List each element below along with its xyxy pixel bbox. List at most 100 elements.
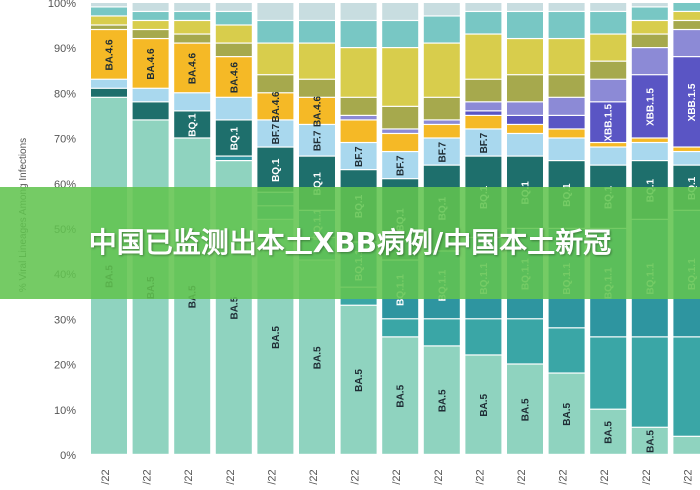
x-tick-label: /22: [225, 469, 237, 484]
bar-segment: [465, 34, 502, 79]
bar-segment: [548, 75, 585, 97]
bar-segment: [340, 120, 377, 142]
bar-segment: [257, 93, 294, 120]
segment-label: BA.5: [604, 421, 615, 444]
segment-label: BA.4.6: [229, 62, 240, 94]
bar-segment: [548, 3, 585, 11]
bar-segment: [382, 152, 419, 179]
bar-segment: [257, 21, 294, 43]
bar-segment: [299, 43, 335, 79]
bar-segment: [673, 30, 700, 57]
segment-label: BA.4.6: [313, 95, 324, 127]
segment-label: BA.4.6: [271, 91, 282, 123]
bar-segment: [631, 138, 668, 142]
bar-segment: [590, 409, 627, 454]
segment-label: BA.5: [437, 389, 448, 412]
segment-label: BA.5: [271, 326, 282, 349]
x-tick-label: /22: [558, 469, 570, 484]
bar-segment: [590, 143, 627, 147]
segment-label: BF.7: [437, 141, 448, 162]
bar-segment: [91, 25, 127, 29]
bar-segment: [423, 125, 460, 138]
bar-segment: [590, 147, 627, 165]
bar-segment: [299, 21, 335, 43]
x-tick-label: /22: [142, 469, 154, 484]
bar-segment: [257, 120, 294, 147]
bar-segment: [423, 3, 460, 16]
bar-segment: [91, 16, 127, 25]
bar-segment: [673, 3, 700, 11]
y-tick-label: 100%: [48, 0, 76, 10]
segment-label: BA.5: [645, 430, 656, 453]
x-tick-label: /22: [100, 469, 112, 484]
bar-segment: [465, 355, 502, 454]
bar-segment: [299, 79, 335, 97]
bar-segment: [465, 129, 502, 156]
bar-segment: [215, 57, 252, 97]
segment-label: XBB.1.5: [687, 83, 698, 121]
bar-segment: [507, 39, 543, 75]
bar-segment: [132, 39, 169, 88]
headline-banner: 中国已监测出本土XBB病例/中国本土新冠: [0, 187, 700, 299]
bar-segment: [91, 79, 127, 88]
segment-label: BQ.1: [313, 172, 324, 196]
bar-segment: [673, 12, 700, 20]
bar-segment: [132, 21, 169, 29]
bar-segment: [382, 129, 419, 133]
segment-label: BF.7: [479, 132, 490, 153]
bar-segment: [673, 337, 700, 436]
bar-segment: [631, 3, 668, 7]
segment-label: BF.7: [354, 146, 365, 167]
segment-label: BA.5: [562, 402, 573, 425]
bar-segment: [382, 3, 419, 20]
bar-segment: [132, 102, 169, 120]
x-tick-label: /22: [308, 469, 320, 484]
bar-segment: [673, 21, 700, 29]
bar-segment: [174, 12, 211, 20]
bar-segment: [174, 21, 211, 34]
bar-segment: [257, 3, 294, 20]
bar-segment: [465, 111, 502, 115]
bar-segment: [132, 3, 169, 11]
bar-segment: [631, 75, 668, 138]
bar-segment: [174, 34, 211, 43]
bar-segment: [91, 88, 127, 97]
bar-segment: [507, 75, 543, 102]
bar-segment: [548, 12, 585, 38]
bar-segment: [299, 3, 335, 20]
bar-segment: [423, 138, 460, 165]
bar-segment: [673, 152, 700, 165]
bar-segment: [215, 25, 252, 43]
bar-segment: [548, 129, 585, 138]
headline-text: 中国已监测出本土XBB病例/中国本土新冠: [88, 226, 612, 259]
bar-segment: [631, 337, 668, 427]
segment-label: XBB.1.5: [645, 88, 656, 126]
bar-segment: [299, 125, 335, 156]
x-tick-label: /22: [433, 469, 445, 484]
segment-label: BF.7: [313, 130, 324, 151]
x-tick-label: /22: [391, 469, 403, 484]
y-tick-label: 70%: [54, 134, 76, 146]
bar-segment: [215, 156, 252, 160]
x-tick-label: /22: [350, 469, 362, 484]
segment-label: BA.5: [396, 384, 407, 407]
bar-segment: [340, 116, 377, 120]
bar-segment: [507, 319, 543, 364]
segment-label: BA.5: [229, 296, 240, 319]
bar-segment: [215, 12, 252, 25]
bar-segment: [590, 34, 627, 61]
bar-segment: [465, 102, 502, 111]
segment-label: BF.7: [271, 123, 282, 144]
bar-segment: [340, 21, 377, 47]
x-tick-label: /22: [183, 469, 195, 484]
segment-label: BQ.1: [271, 158, 282, 182]
y-tick-label: 0%: [60, 450, 76, 462]
bar-segment: [590, 3, 627, 11]
bar-segment: [382, 319, 419, 337]
y-tick-label: 80%: [54, 88, 76, 100]
bar-segment: [548, 373, 585, 454]
bar-segment: [423, 346, 460, 454]
bar-segment: [423, 319, 460, 346]
bar-segment: [590, 61, 627, 79]
bar-segment: [590, 79, 627, 102]
